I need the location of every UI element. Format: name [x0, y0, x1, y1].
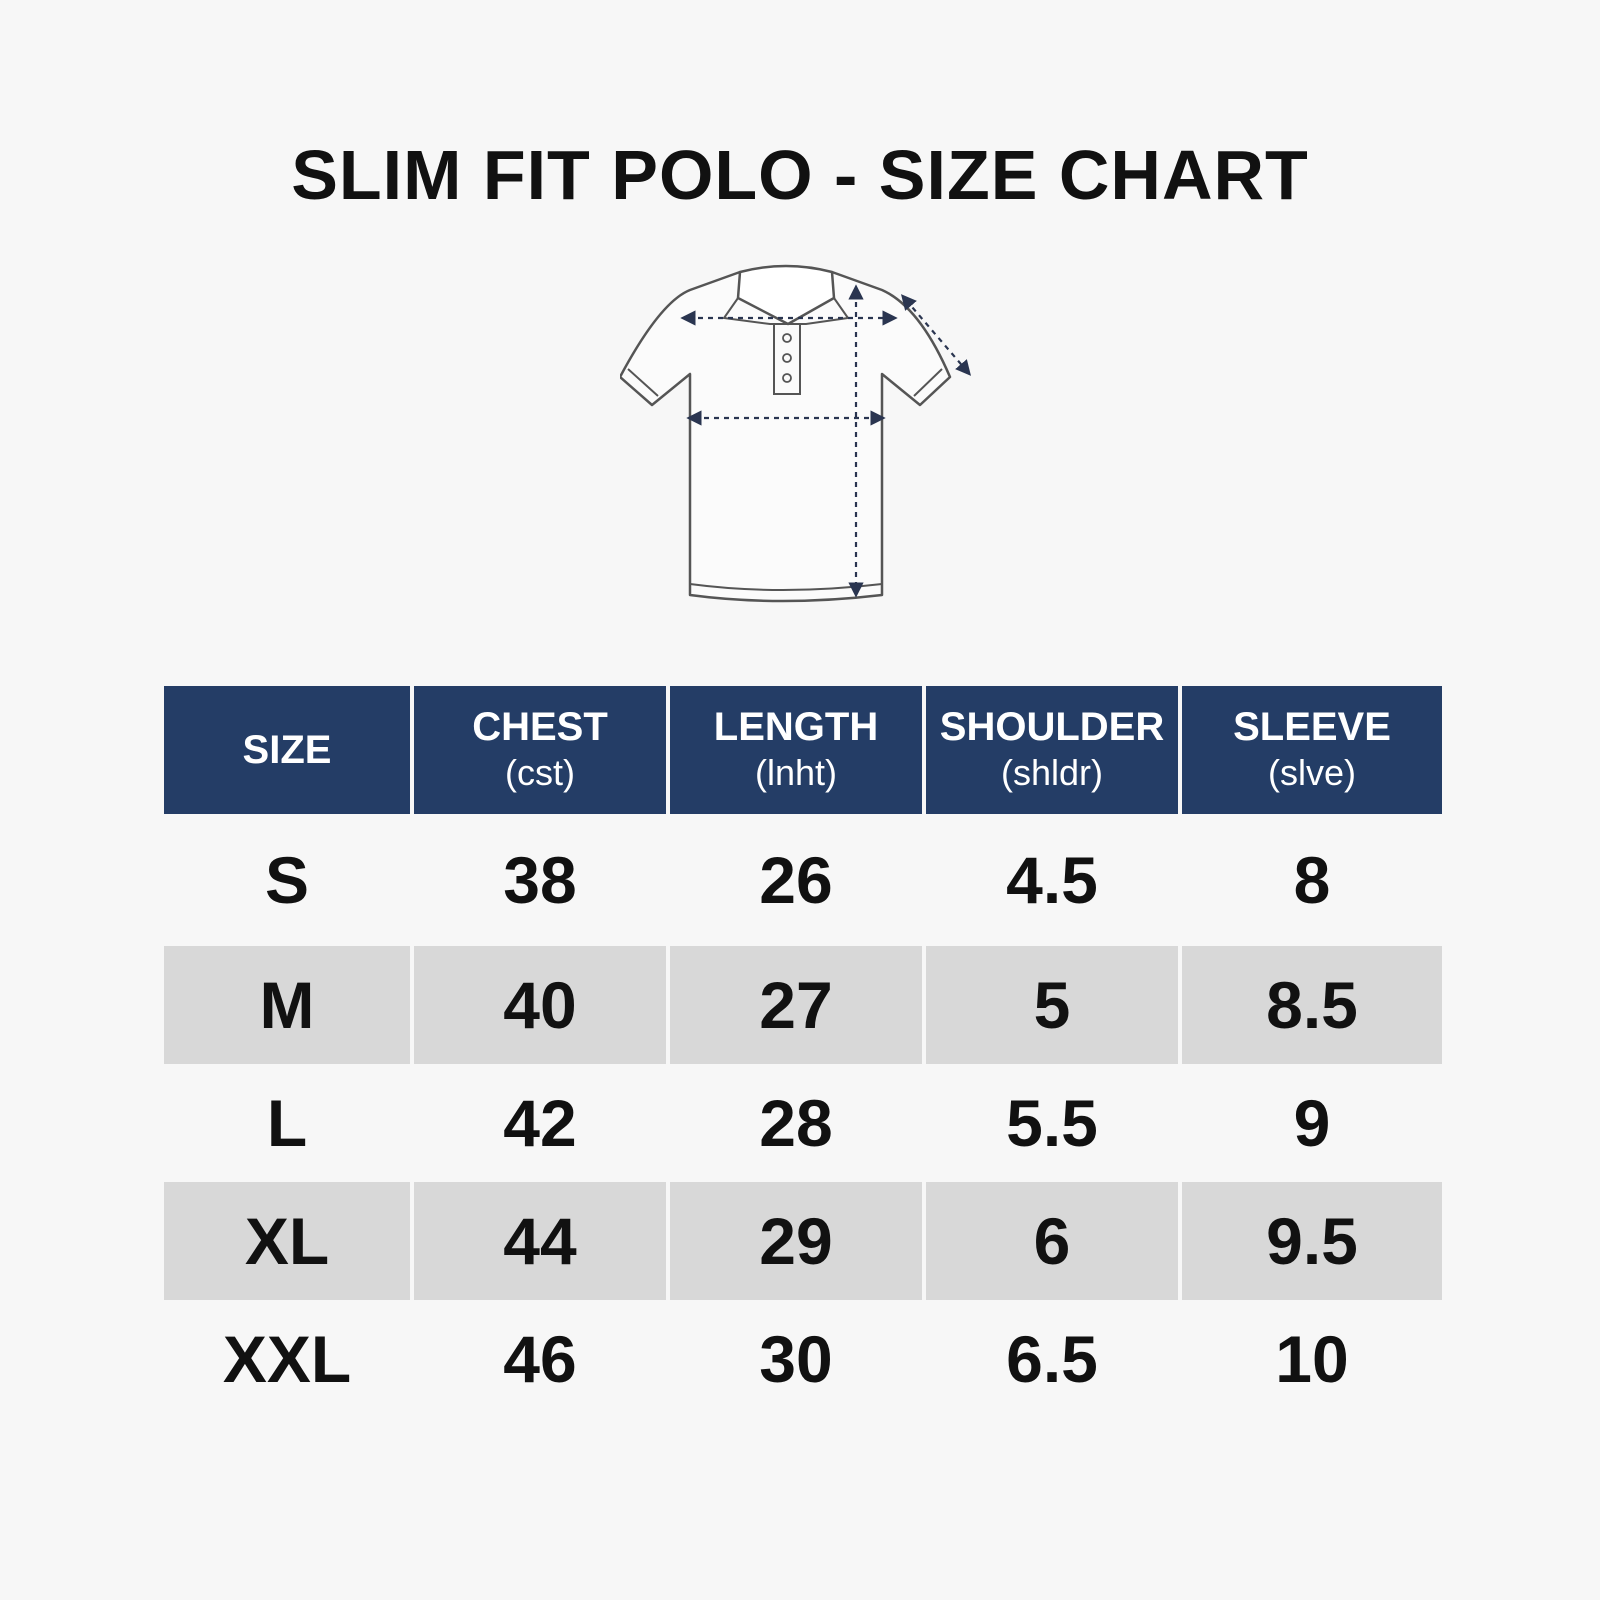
chest-cell: 46: [503, 1322, 577, 1396]
table-row: XXL 46 30 6.5 10: [164, 1300, 1442, 1418]
length-cell: 27: [670, 946, 922, 1064]
header-length: LENGTH (lnht): [670, 686, 922, 814]
header-sleeve: SLEEVE (slve): [1182, 686, 1442, 814]
header-chest: CHEST (cst): [414, 686, 666, 814]
sleeve-cell: 8: [1293, 843, 1331, 917]
size-cell: S: [264, 843, 310, 917]
chest-cell: 40: [414, 946, 666, 1064]
table-row: M 40 27 5 8.5: [164, 946, 1442, 1064]
length-cell: 28: [759, 1086, 833, 1160]
length-cell: 26: [759, 843, 833, 917]
shoulder-cell: 4.5: [1006, 843, 1098, 917]
shoulder-cell: 5.5: [1006, 1086, 1098, 1160]
table-row: L 42 28 5.5 9: [164, 1064, 1442, 1182]
size-cell: M: [164, 946, 410, 1064]
shoulder-cell: 5: [926, 946, 1178, 1064]
header-shoulder: SHOULDER (shldr): [926, 686, 1178, 814]
table-row: S 38 26 4.5 8: [164, 814, 1442, 946]
polo-shirt-icon: [620, 264, 972, 603]
sleeve-cell: 10: [1275, 1322, 1349, 1396]
table-row: XL 44 29 6 9.5: [164, 1182, 1442, 1300]
size-cell: XXL: [222, 1322, 352, 1396]
header-size: SIZE: [164, 686, 410, 814]
shoulder-cell: 6: [926, 1182, 1178, 1300]
size-cell: XL: [164, 1182, 410, 1300]
sleeve-cell: 9: [1293, 1086, 1331, 1160]
chest-cell: 42: [503, 1086, 577, 1160]
chest-cell: 38: [503, 843, 577, 917]
chest-cell: 44: [414, 1182, 666, 1300]
sleeve-cell: 8.5: [1182, 946, 1442, 1064]
sleeve-cell: 9.5: [1182, 1182, 1442, 1300]
size-cell: L: [266, 1086, 308, 1160]
shoulder-cell: 6.5: [1006, 1322, 1098, 1396]
page-title: SLIM FIT POLO - SIZE CHART: [291, 136, 1309, 214]
length-cell: 29: [670, 1182, 922, 1300]
size-chart-table: SIZE CHEST (cst) LENGTH (lnht) SHOULDER …: [160, 686, 1446, 1418]
length-cell: 30: [759, 1322, 833, 1396]
header-row: SIZE CHEST (cst) LENGTH (lnht) SHOULDER …: [164, 686, 1442, 814]
